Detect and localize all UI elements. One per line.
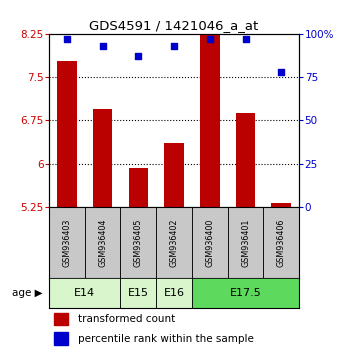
Bar bbox=[120, 278, 156, 308]
Bar bbox=[120, 207, 156, 278]
Text: GSM936400: GSM936400 bbox=[205, 218, 214, 267]
Point bbox=[100, 43, 105, 48]
Text: E14: E14 bbox=[74, 288, 95, 298]
Text: transformed count: transformed count bbox=[78, 314, 175, 324]
Point bbox=[279, 69, 284, 75]
Bar bbox=[85, 207, 120, 278]
Bar bbox=[200, 32, 220, 207]
Point bbox=[171, 43, 177, 48]
Bar bbox=[236, 113, 256, 207]
Text: GSM936402: GSM936402 bbox=[170, 218, 178, 267]
Bar bbox=[49, 278, 120, 308]
Text: GSM936401: GSM936401 bbox=[241, 218, 250, 267]
Bar bbox=[93, 109, 113, 207]
Bar bbox=[49, 207, 85, 278]
Bar bbox=[54, 313, 68, 325]
Text: GSM936406: GSM936406 bbox=[277, 218, 286, 267]
Text: GSM936403: GSM936403 bbox=[63, 218, 71, 267]
Bar bbox=[164, 143, 184, 207]
Bar bbox=[192, 278, 299, 308]
Point bbox=[207, 36, 213, 42]
Text: age ▶: age ▶ bbox=[11, 288, 42, 298]
Title: GDS4591 / 1421046_a_at: GDS4591 / 1421046_a_at bbox=[90, 19, 259, 33]
Text: E15: E15 bbox=[128, 288, 149, 298]
Bar bbox=[156, 207, 192, 278]
Bar bbox=[156, 278, 192, 308]
Text: GSM936405: GSM936405 bbox=[134, 218, 143, 267]
Point bbox=[136, 53, 141, 59]
Bar bbox=[271, 203, 291, 207]
Text: E17.5: E17.5 bbox=[230, 288, 261, 298]
Text: percentile rank within the sample: percentile rank within the sample bbox=[78, 333, 254, 343]
Bar bbox=[128, 168, 148, 207]
Bar bbox=[228, 207, 263, 278]
Text: GSM936404: GSM936404 bbox=[98, 218, 107, 267]
Bar bbox=[263, 207, 299, 278]
Bar bbox=[57, 61, 77, 207]
Bar bbox=[54, 332, 68, 345]
Point bbox=[243, 36, 248, 42]
Point bbox=[64, 36, 70, 42]
Bar bbox=[192, 207, 228, 278]
Text: E16: E16 bbox=[164, 288, 185, 298]
